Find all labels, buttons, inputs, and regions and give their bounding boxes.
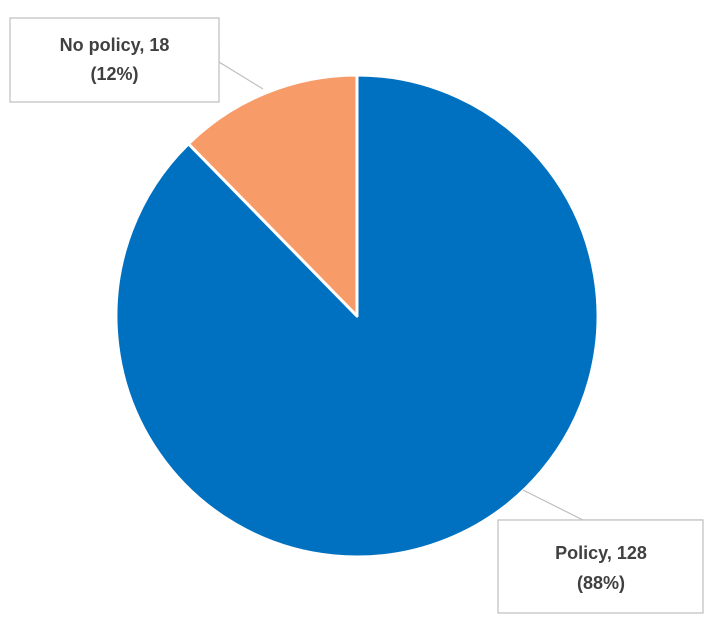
- callout-no-policy: No policy, 18 (12%): [9, 17, 264, 103]
- callout-label-no-policy-line1: No policy, 18: [60, 35, 170, 55]
- callout-label-policy-line2: (88%): [577, 573, 625, 593]
- callout-leader-policy: [522, 489, 703, 521]
- callout-label-policy-line1: Policy, 128: [555, 543, 647, 563]
- callout-policy: Policy, 128 (88%): [497, 489, 704, 614]
- callout-label-no-policy-line2: (12%): [90, 64, 138, 84]
- callout-leader-no-policy: [218, 44, 264, 90]
- callout-box-policy: [497, 519, 704, 614]
- pie-slices: [114, 73, 600, 559]
- pie-slice-no-policy: [186, 73, 359, 318]
- callout-box-no-policy: [9, 17, 220, 103]
